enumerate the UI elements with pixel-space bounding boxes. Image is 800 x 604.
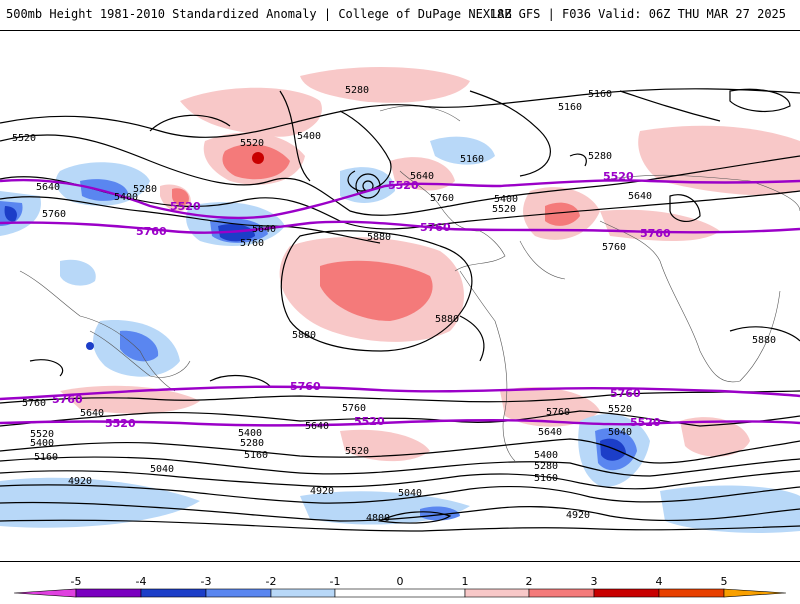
colorbar-swatches: [13, 588, 787, 598]
label-so-5040: 5040: [608, 427, 632, 438]
coastlines: [19, 105, 800, 462]
swatch-neg4: [75, 588, 142, 598]
label-pac-5520-a: 5520: [240, 138, 264, 149]
label-s-5760-a: 5760: [22, 398, 46, 409]
label-pac-5640: 5640: [252, 224, 276, 235]
label-s-5280-b: 5280: [240, 438, 264, 449]
label-jp-5280: 5280: [133, 184, 157, 195]
label-s-5040-a: 5040: [150, 464, 174, 475]
label-s-5040-b: 5040: [398, 488, 422, 499]
swatch-pos4: [658, 588, 725, 598]
colorbar-ticks: -5 -4 -3 -2 -1 0 1 2 3 4 5: [71, 575, 728, 588]
hl-label-5760-s-c: 5760: [290, 380, 321, 393]
label-na-5520: 5520: [492, 204, 516, 215]
hl-label-5520-na: 5520: [388, 179, 419, 192]
label-s-5400-a: 5400: [30, 438, 54, 449]
label-pac-5400-a: 5400: [297, 131, 321, 142]
label-sa-5160: 5160: [534, 473, 558, 484]
swatch-neg5: [13, 588, 77, 598]
hl-label-5760-npac: 5760: [136, 225, 167, 238]
label-so-4920: 4920: [566, 510, 590, 521]
label-s-4920-b: 4920: [310, 486, 334, 497]
colorbar-tick-3: 3: [591, 575, 598, 588]
highlight-contours: [0, 178, 800, 427]
positive-anomaly-core: [172, 144, 580, 321]
hl-label-5760-s-e: 5760: [610, 387, 641, 400]
map-title: 500mb Height 1981-2010 Standardized Anom…: [6, 7, 512, 21]
colorbar: -5 -4 -3 -2 -1 0 1 2 3 4 5: [0, 565, 800, 600]
swatch-pos3: [593, 588, 660, 598]
label-w-5520: 5520: [12, 133, 36, 144]
label-sa-5640: 5640: [538, 427, 562, 438]
label-af-5760: 5760: [602, 242, 626, 253]
label-na-5760: 5760: [430, 193, 454, 204]
label-north-5280-a: 5280: [345, 85, 369, 96]
label-sa-5880: 5880: [435, 314, 459, 325]
label-north-5160-a: 5160: [588, 89, 612, 100]
swatch-pos2: [528, 588, 595, 598]
hl-label-5760-atl: 5760: [640, 227, 671, 240]
contour-labels: 5280 5160 5160 5520 5400 5160 5280 5520 …: [12, 85, 776, 524]
label-na-5400: 5400: [494, 194, 518, 205]
label-pac-5880: 5880: [367, 232, 391, 243]
label-atl-5280-a: 5280: [588, 151, 612, 162]
label-s-5160-a: 5160: [34, 452, 58, 463]
positive-anomaly-shading: [60, 66, 800, 462]
label-io-5880: 5880: [752, 335, 776, 346]
label-eu-5640: 5640: [628, 191, 652, 202]
swatch-pos5: [723, 588, 787, 598]
label-s-5160-b: 5160: [244, 450, 268, 461]
label-w-5760: 5760: [42, 209, 66, 220]
label-s-5640-b: 5640: [305, 421, 329, 432]
label-sa-5280: 5280: [534, 461, 558, 472]
label-s-5640-a: 5640: [80, 408, 104, 419]
colorbar-tick-neg5: -5: [71, 575, 82, 588]
label-s-5520-b: 5520: [345, 446, 369, 457]
label-so-5520: 5520: [608, 404, 632, 415]
label-w-5640: 5640: [36, 182, 60, 193]
colorbar-tick-4: 4: [656, 575, 663, 588]
label-atl-5160-a: 5160: [460, 154, 484, 165]
anomaly-map[interactable]: 5280 5160 5160 5520 5400 5160 5280 5520 …: [0, 31, 800, 561]
strong-positive-anomaly: [252, 152, 264, 164]
swatch-neutral: [334, 588, 466, 598]
header-bar: 500mb Height 1981-2010 Standardized Anom…: [0, 0, 800, 30]
hl-label-5520-s-c: 5520: [354, 415, 385, 428]
label-north-5160-b: 5160: [558, 102, 582, 113]
label-s-5520-a: 5520: [30, 429, 54, 440]
swatch-neg1: [270, 588, 336, 598]
hl-label-5760-s-w: 5760: [52, 393, 83, 406]
label-s-5760-b: 5760: [342, 403, 366, 414]
model-run-info: 18Z GFS | F036 Valid: 06Z THU MAR 27 202…: [489, 7, 786, 21]
hl-label-5520-s-e: 5520: [630, 416, 661, 429]
swatch-neg2: [205, 588, 272, 598]
colorbar-tick-1: 1: [462, 575, 469, 588]
colorbar-tick-neg2: -2: [266, 575, 277, 588]
colorbar-tick-neg1: -1: [330, 575, 341, 588]
highlight-contour-labels: 5520 5760 5520 5760 5520 5760 5760 5520 …: [52, 170, 671, 430]
label-s-4920-a: 4920: [68, 476, 92, 487]
hl-label-5760-na: 5760: [420, 221, 451, 234]
swatch-pos1: [464, 588, 530, 598]
hl-label-5520-s-w: 5520: [105, 417, 136, 430]
colorbar-tick-neg4: -4: [136, 575, 147, 588]
strong-negative-anomaly: [4, 206, 626, 461]
swatch-neg3: [140, 588, 207, 598]
colorbar-tick-0: 0: [397, 575, 404, 588]
colorbar-tick-neg3: -3: [201, 575, 212, 588]
label-pac-5760: 5760: [240, 238, 264, 249]
label-s-5400-b: 5400: [238, 428, 262, 439]
label-jp-5400: 5400: [114, 192, 138, 203]
label-s-4800: 4800: [366, 513, 390, 524]
label-sa-5400: 5400: [534, 450, 558, 461]
hl-label-5520-npac: 5520: [170, 200, 201, 213]
colorbar-tick-5: 5: [721, 575, 728, 588]
map-panel[interactable]: 5280 5160 5160 5520 5400 5160 5280 5520 …: [0, 30, 800, 562]
label-sa-5760: 5760: [546, 407, 570, 418]
label-na-5640: 5640: [410, 171, 434, 182]
colorbar-tick-2: 2: [526, 575, 533, 588]
hl-label-5520-atl: 5520: [603, 170, 634, 183]
label-pac-5880-b: 5880: [292, 330, 316, 341]
